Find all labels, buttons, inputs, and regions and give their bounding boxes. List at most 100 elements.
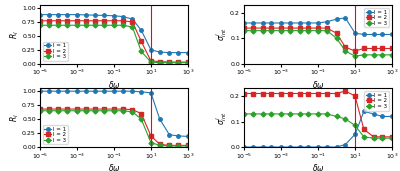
l = 2	[38, 108, 42, 110]
l = 3	[380, 137, 385, 139]
Line: l = 2: l = 2	[242, 89, 394, 139]
l = 3	[139, 118, 144, 120]
l = 2	[74, 108, 79, 110]
l = 3	[112, 24, 116, 26]
Line: l = 3: l = 3	[38, 23, 190, 64]
l = 3	[148, 61, 153, 63]
l = 3	[130, 111, 135, 113]
l = 2	[130, 109, 135, 111]
l = 2	[380, 136, 385, 138]
l = 3	[279, 113, 284, 115]
Legend: l = 1, l = 2, l = 3: l = 1, l = 2, l = 3	[43, 42, 68, 61]
l = 1	[46, 14, 51, 16]
l = 3	[316, 30, 320, 32]
l = 2	[167, 61, 172, 63]
l = 2	[83, 20, 88, 22]
l = 1	[279, 146, 284, 148]
l = 3	[74, 24, 79, 26]
l = 3	[250, 30, 255, 32]
l = 2	[148, 60, 153, 62]
l = 1	[83, 90, 88, 92]
l = 2	[306, 93, 311, 95]
Line: l = 1: l = 1	[242, 16, 394, 36]
l = 2	[288, 93, 292, 95]
l = 3	[83, 24, 88, 26]
l = 2	[334, 32, 339, 34]
Y-axis label: $\sigma^l_{int}$: $\sigma^l_{int}$	[214, 28, 229, 41]
l = 3	[324, 113, 329, 115]
l = 1	[279, 22, 284, 24]
l = 2	[167, 144, 172, 146]
l = 1	[242, 146, 246, 148]
l = 3	[334, 37, 339, 39]
l = 3	[65, 24, 70, 26]
l = 2	[242, 27, 246, 29]
l = 2	[112, 108, 116, 110]
l = 1	[65, 14, 70, 16]
l = 3	[334, 115, 339, 117]
l = 2	[343, 46, 348, 48]
l = 1	[167, 52, 172, 54]
l = 1	[56, 90, 61, 92]
l = 1	[139, 29, 144, 31]
l = 3	[288, 113, 292, 115]
X-axis label: $\delta\omega$: $\delta\omega$	[108, 79, 120, 90]
l = 2	[324, 93, 329, 95]
l = 1	[250, 146, 255, 148]
l = 1	[371, 113, 376, 115]
l = 1	[120, 16, 125, 18]
l = 3	[250, 113, 255, 115]
l = 1	[260, 22, 265, 24]
l = 2	[362, 128, 366, 130]
Y-axis label: $R_l$: $R_l$	[8, 30, 21, 39]
l = 1	[353, 32, 358, 34]
l = 3	[371, 137, 376, 139]
l = 1	[316, 146, 320, 148]
l = 1	[120, 90, 125, 92]
Line: l = 2: l = 2	[38, 107, 190, 147]
l = 2	[139, 40, 144, 42]
l = 1	[297, 22, 302, 24]
l = 1	[353, 133, 358, 135]
l = 2	[186, 61, 190, 63]
l = 1	[306, 22, 311, 24]
l = 2	[83, 108, 88, 110]
l = 2	[316, 27, 320, 29]
l = 3	[120, 110, 125, 112]
l = 3	[157, 144, 162, 146]
l = 2	[390, 136, 394, 138]
Line: l = 3: l = 3	[242, 112, 394, 140]
l = 1	[343, 143, 348, 146]
l = 2	[260, 93, 265, 95]
l = 2	[353, 95, 358, 97]
l = 2	[56, 108, 61, 110]
l = 2	[120, 20, 125, 22]
l = 3	[279, 30, 284, 32]
l = 2	[112, 20, 116, 22]
l = 3	[167, 62, 172, 64]
l = 3	[343, 50, 348, 52]
l = 1	[130, 18, 135, 20]
l = 1	[157, 118, 162, 120]
l = 2	[56, 20, 61, 22]
l = 1	[167, 134, 172, 136]
l = 3	[362, 54, 366, 56]
l = 2	[269, 93, 274, 95]
l = 1	[288, 22, 292, 24]
l = 3	[46, 24, 51, 26]
l = 2	[362, 48, 366, 50]
Line: l = 2: l = 2	[38, 19, 190, 64]
l = 2	[102, 20, 107, 22]
l = 1	[371, 33, 376, 35]
l = 3	[93, 24, 98, 26]
l = 1	[324, 21, 329, 23]
l = 3	[148, 142, 153, 144]
l = 2	[93, 108, 98, 110]
l = 1	[343, 17, 348, 19]
l = 3	[130, 26, 135, 28]
l = 1	[269, 22, 274, 24]
l = 2	[324, 27, 329, 29]
l = 2	[242, 93, 246, 95]
l = 1	[362, 110, 366, 112]
l = 2	[176, 144, 181, 146]
